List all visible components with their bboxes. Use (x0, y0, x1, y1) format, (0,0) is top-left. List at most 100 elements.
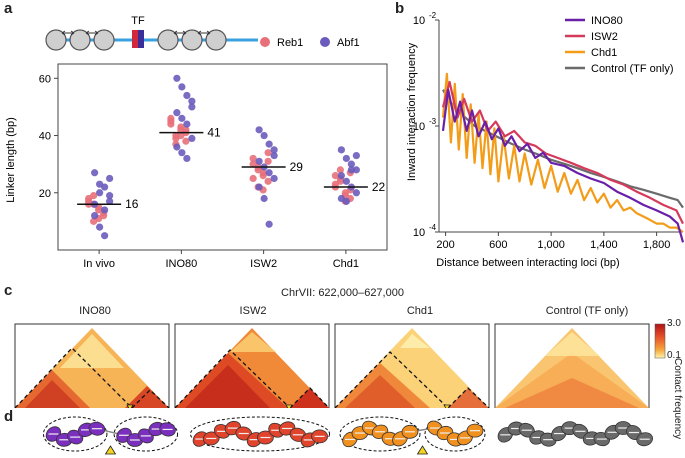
y-tick-label: 60 (39, 73, 51, 85)
colorbar (654, 323, 666, 359)
legend-label-abf1: Abf1 (337, 37, 360, 49)
data-point-abf1 (173, 109, 181, 117)
legend-label-control: Control (TF only) (591, 63, 674, 75)
data-point-abf1 (96, 223, 104, 231)
data-point-abf1 (91, 169, 99, 177)
panel-b-legend: INO80 ISW2 Chd1 Control (TF only) (565, 15, 674, 75)
y-tick-label: 10 (413, 121, 425, 133)
data-point-abf1 (265, 220, 273, 228)
data-point-abf1 (178, 149, 186, 157)
panel-letter-b: b (395, 0, 405, 17)
boundary-arrow (416, 445, 429, 455)
data-point-abf1 (173, 143, 181, 151)
data-point-abf1 (255, 126, 263, 134)
map-title-chd1: Chd1 (406, 305, 434, 317)
x-tick-label: Chd1 (333, 258, 359, 270)
data-point-abf1 (183, 120, 191, 128)
legend-label-ino80: INO80 (591, 15, 623, 27)
data-point-reb1 (336, 166, 344, 174)
x-tick-label: 1,400 (590, 239, 618, 251)
data-point-reb1 (249, 174, 257, 183)
data-point-reb1 (182, 126, 190, 134)
domain-outline (113, 416, 179, 452)
data-point-reb1 (182, 137, 190, 145)
tf-block-right (138, 30, 144, 48)
map-title-control: Control (TF only) (545, 305, 629, 317)
map-title-isw2: ISW2 (239, 305, 267, 317)
data-point-abf1 (352, 189, 360, 197)
panel-a-plot-frame (57, 63, 388, 251)
median-label: 16 (125, 197, 139, 211)
contact-maps (14, 323, 666, 408)
tf-block-left (132, 30, 138, 48)
legend-marker-reb1 (260, 37, 270, 47)
chromatin-models (42, 416, 653, 455)
panel-a-plot: 20 40 60 In vivo INO80 ISW2 Chd1 16 41 29 22 (39, 73, 386, 270)
data-point-abf1 (270, 146, 278, 154)
data-point-abf1 (183, 91, 191, 100)
legend-marker-abf1 (320, 37, 330, 47)
colorbar-title: Contact frequency (672, 358, 683, 440)
boundary-arrow-isw2 (285, 404, 293, 408)
map-frame-chd1 (334, 323, 490, 408)
data-point-reb1 (264, 149, 272, 157)
data-point-reb1 (177, 131, 185, 140)
data-point-abf1 (188, 134, 196, 142)
data-point-abf1 (270, 174, 278, 183)
x-tick-label: ISW2 (250, 258, 277, 270)
panel-letter-a: a (4, 0, 13, 17)
panel-a-ylabel: Linker length (bp) (5, 117, 17, 203)
panel-letter-c: c (4, 282, 13, 299)
data-point-abf1 (347, 166, 355, 174)
region-label: ChrVII: 622,000–627,000 (281, 287, 404, 299)
series-line-control (442, 89, 684, 209)
data-point-abf1 (178, 83, 186, 91)
median-label: 22 (372, 180, 386, 194)
panel-b-plot: 10 -2 10 -3 10 -4 200 600 1,000 1,400 1,800 (413, 11, 685, 251)
data-point-reb1 (331, 180, 339, 188)
boundary-arrow-chd1 (443, 404, 451, 408)
nucleosome (205, 29, 227, 51)
series-line-chd1 (441, 72, 684, 233)
data-point-abf1 (106, 174, 114, 183)
data-point-abf1 (96, 180, 104, 188)
data-point-reb1 (259, 169, 267, 177)
colorbar-min-label: 0.1 (667, 350, 681, 361)
data-point-abf1 (265, 169, 273, 177)
data-point-abf1 (188, 97, 196, 105)
data-point-abf1 (183, 154, 191, 163)
data-point-abf1 (178, 114, 186, 122)
x-tick-label: In vivo (83, 258, 115, 270)
boundary-arrow-ino80 (126, 404, 134, 408)
data-point-abf1 (91, 212, 99, 220)
domain-outline (42, 416, 108, 452)
x-tick-label: 600 (489, 239, 507, 251)
heatmap-ino80 (14, 328, 170, 408)
map-frame-control (494, 323, 650, 408)
panel-b-ylabel: Inward interaction frequency (406, 42, 418, 181)
domain-outline (339, 416, 421, 452)
data-point-abf1 (101, 206, 109, 214)
panel-b-figure: Inward interaction frequency Distance be… (406, 11, 685, 269)
data-point-abf1 (96, 189, 104, 197)
data-point-abf1 (347, 160, 355, 168)
y-tick-exponent: -4 (429, 223, 437, 232)
data-point-reb1 (264, 177, 272, 185)
data-point-abf1 (188, 103, 196, 111)
data-point-abf1 (337, 172, 345, 180)
dna-schematic: TF (45, 15, 258, 51)
spacing-arrow (197, 30, 211, 36)
data-point-abf1 (352, 166, 360, 174)
x-tick-label: INO80 (165, 258, 197, 270)
y-tick-label: 40 (39, 131, 51, 143)
legend-label-reb1: Reb1 (277, 37, 303, 49)
heatmap-chd1 (334, 328, 490, 408)
series-line-ino80 (441, 88, 685, 243)
data-point-abf1 (342, 154, 350, 163)
y-tick-label: 20 (39, 188, 51, 200)
spacing-arrow (61, 30, 75, 36)
median-label: 41 (207, 126, 221, 140)
y-tick-exponent: -3 (429, 117, 437, 126)
y-tick-label: 10 (413, 227, 425, 239)
boundary-arrow (104, 445, 117, 455)
